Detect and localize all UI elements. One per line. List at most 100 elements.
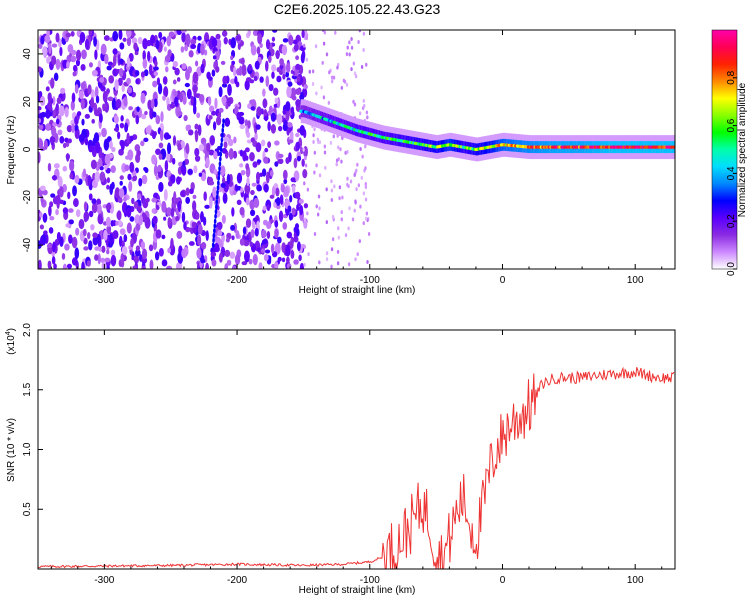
heatmap-cell xyxy=(48,205,52,217)
heatmap-cell xyxy=(180,46,185,53)
heatmap-cell xyxy=(217,180,220,186)
heatmap-cell xyxy=(153,98,158,108)
heatmap-cell xyxy=(72,71,77,77)
heatmap-cell xyxy=(38,66,42,73)
heatmap-cell xyxy=(163,86,169,98)
heatmap-cell xyxy=(69,160,75,172)
heatmap-cell xyxy=(102,103,106,112)
heatmap-cell xyxy=(241,64,247,76)
heatmap-cell xyxy=(224,249,231,258)
heatmap-cell xyxy=(167,49,172,58)
heatmap-cell xyxy=(118,67,124,78)
heatmap-cell xyxy=(167,180,173,187)
heatmap-cell xyxy=(256,106,262,117)
heatmap-cell xyxy=(365,110,369,115)
heatmap-cell xyxy=(194,60,199,67)
heatmap-cell xyxy=(249,152,255,162)
heatmap-y-ticks: -40 -20 0 20 40 xyxy=(22,48,43,252)
heatmap-cell xyxy=(57,129,63,136)
heatmap-cell xyxy=(332,75,336,80)
heatmap-cell xyxy=(92,236,99,246)
heatmap-cell xyxy=(115,220,119,226)
heatmap-cell xyxy=(335,162,338,167)
heatmap-cell xyxy=(106,224,112,235)
heatmap-cell xyxy=(340,217,344,222)
heatmap-cell xyxy=(364,184,368,189)
heatmap-cell xyxy=(271,64,277,72)
heatmap-cell xyxy=(278,210,284,223)
heatmap-cell xyxy=(187,124,192,131)
heatmap-cell xyxy=(118,188,125,198)
heatmap-cell xyxy=(155,204,159,210)
heatmap-cell xyxy=(185,196,191,204)
heatmap-cell xyxy=(52,96,56,106)
heatmap-cell xyxy=(232,265,237,269)
heatmap-cell xyxy=(205,262,210,269)
heatmap-cell xyxy=(213,151,218,160)
heatmap-cell xyxy=(134,51,139,56)
heatmap-cell xyxy=(106,177,111,184)
heatmap-cell xyxy=(345,82,349,87)
heatmap-cell xyxy=(213,223,217,229)
heatmap-cell xyxy=(219,151,223,157)
heatmap-cell xyxy=(200,241,207,250)
heatmap-cell xyxy=(231,60,236,65)
heatmap-cell xyxy=(290,106,295,114)
heatmap-cell xyxy=(127,173,132,181)
heatmap-cell xyxy=(312,133,315,138)
heatmap-cell xyxy=(215,204,218,210)
heatmap-cell xyxy=(360,175,363,180)
heatmap-cell xyxy=(135,223,141,231)
heatmap-cell xyxy=(264,147,269,153)
heatmap-cell xyxy=(205,157,210,167)
heatmap-cell xyxy=(98,157,103,167)
heatmap-cell xyxy=(344,233,348,238)
heatmap-cell xyxy=(64,137,69,143)
heatmap-cell xyxy=(283,178,288,185)
heatmap-cell xyxy=(274,97,279,104)
heatmap-cell xyxy=(196,112,201,119)
heatmap-cell xyxy=(119,58,124,65)
heatmap-cell xyxy=(174,67,180,76)
heatmap-cell xyxy=(357,40,360,45)
heatmap-cell xyxy=(133,42,138,51)
heatmap-cell xyxy=(172,135,177,146)
heatmap-cell xyxy=(224,117,231,127)
heatmap-cell xyxy=(359,146,362,151)
heatmap-cell xyxy=(42,212,48,223)
heatmap-cell xyxy=(275,150,281,161)
heatmap-cell xyxy=(109,140,113,150)
heatmap-cell xyxy=(222,75,228,85)
heatmap-cell xyxy=(112,230,119,240)
heatmap-cell xyxy=(99,171,106,183)
snr-background xyxy=(38,330,675,569)
heatmap-cell xyxy=(302,168,308,179)
heatmap-cell xyxy=(75,227,80,236)
heatmap-cell xyxy=(196,247,202,259)
heatmap-cell xyxy=(281,257,286,263)
heatmap-cell xyxy=(226,173,231,185)
heatmap-cell xyxy=(225,237,230,243)
heatmap-cell xyxy=(66,124,73,133)
heatmap-cell xyxy=(295,132,300,138)
heatmap-cell xyxy=(265,39,271,50)
heatmap-cell xyxy=(96,198,102,206)
heatmap-cell xyxy=(142,58,148,69)
heatmap-cell xyxy=(221,30,228,37)
heatmap-cell xyxy=(249,79,255,84)
heatmap-cell xyxy=(313,231,317,236)
heatmap-cell xyxy=(110,254,117,267)
heatmap-cell xyxy=(247,120,251,129)
heatmap-cell xyxy=(55,118,60,125)
heatmap-cell xyxy=(236,199,242,206)
heatmap-cell xyxy=(132,265,137,269)
heatmap-cell xyxy=(239,206,245,216)
heatmap-cell xyxy=(355,187,358,192)
heatmap-cell xyxy=(262,88,266,97)
heatmap-cell xyxy=(112,219,117,227)
heatmap-cell xyxy=(70,100,75,111)
heatmap-cell xyxy=(123,234,128,243)
heatmap-cell xyxy=(117,131,121,140)
heatmap-cell xyxy=(153,164,158,177)
heatmap-cell xyxy=(190,38,197,45)
